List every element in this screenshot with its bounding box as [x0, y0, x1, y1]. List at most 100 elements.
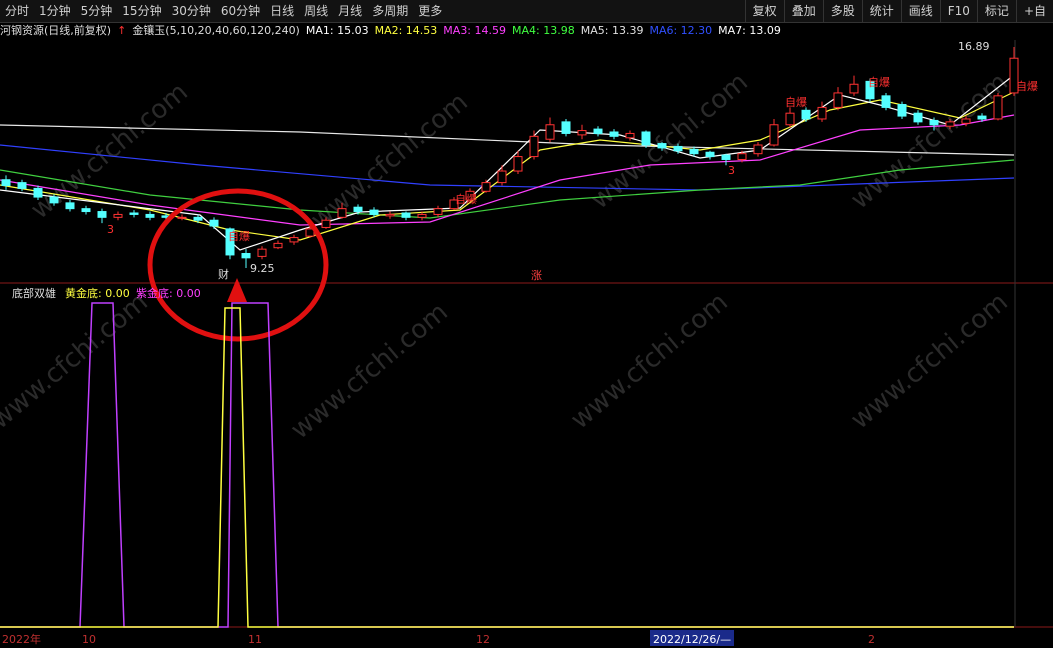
candle-body — [801, 109, 811, 120]
period-tab[interactable]: 更多 — [418, 4, 443, 18]
period-tab[interactable]: 15分钟 — [122, 4, 162, 18]
ma-line — [0, 91, 1015, 241]
candle-body — [225, 228, 235, 256]
x-tick-label: 12 — [476, 633, 490, 646]
candle-body — [881, 95, 891, 108]
candle-body — [737, 153, 747, 160]
candle-body — [353, 206, 363, 213]
watermark: www.cfchi.com — [0, 287, 154, 435]
candle-body — [945, 121, 955, 127]
candle-body — [705, 151, 715, 158]
period-tab[interactable]: 1分钟 — [39, 4, 71, 18]
tool-button[interactable]: 统计 — [861, 0, 901, 22]
tool-button[interactable]: F10 — [939, 0, 977, 22]
ma-label: MA1: 15.03 — [305, 24, 369, 37]
indicator-value: 黄金底: 0.00 — [65, 286, 130, 300]
candle-body — [513, 156, 523, 172]
candle-body — [929, 119, 939, 126]
candle-body — [177, 216, 187, 219]
highlight-arrow — [227, 278, 247, 302]
marker: 财 — [218, 267, 229, 281]
candle-body — [993, 95, 1003, 120]
highlight-circle — [147, 188, 329, 342]
candle-body — [145, 213, 155, 218]
period-tab[interactable]: 周线 — [304, 4, 329, 18]
ma-line — [0, 144, 1015, 191]
candle-body — [369, 209, 379, 215]
candle-body — [897, 104, 907, 117]
x-tick-label: 2 — [868, 633, 875, 646]
candle-body — [401, 212, 411, 218]
marker: 3 — [107, 223, 114, 236]
period-tab[interactable]: 月线 — [338, 4, 363, 18]
candle-body — [673, 145, 683, 152]
candle-body — [1, 179, 11, 187]
indicator-name: 金镶玉(5,10,20,40,60,120,240) — [132, 24, 300, 37]
candle-body — [545, 124, 555, 140]
x-axis: 2022年 10 11 12 2022/12/26/— 2 — [2, 630, 875, 646]
period-tab[interactable]: 多周期 — [372, 4, 409, 18]
ma-label: MA3: 14.59 — [443, 24, 507, 37]
candle-body — [529, 135, 539, 158]
candle-body — [785, 112, 795, 126]
ma-label: MA7: 13.09 — [718, 24, 781, 37]
candle-body — [65, 202, 75, 210]
period-tab[interactable]: 日线 — [270, 4, 295, 18]
purple-line — [0, 302, 1014, 628]
period-tab[interactable]: 30分钟 — [171, 4, 211, 18]
ma-label: MA5: 13.39 — [580, 24, 644, 37]
candle-body — [817, 106, 827, 120]
candle-body — [865, 80, 875, 100]
marker: 自爆 — [868, 75, 890, 89]
candle-body — [753, 144, 763, 155]
ma-label: MA4: 13.98 — [512, 24, 575, 37]
candle-body — [385, 213, 395, 217]
tool-button[interactable]: 复权 — [744, 0, 784, 22]
candle-body — [609, 131, 619, 137]
ma-line — [0, 124, 1015, 156]
candle-body — [561, 121, 571, 134]
candles — [1, 46, 1019, 268]
tool-button[interactable]: 画线 — [900, 0, 940, 22]
x-tick-label: 2022年 — [2, 632, 41, 646]
candle-body — [241, 252, 251, 259]
marker: 自爆 — [228, 229, 250, 243]
period-tab[interactable]: 60分钟 — [220, 4, 261, 18]
candle-body — [289, 237, 299, 243]
watermark: www.cfchi.com — [565, 287, 734, 435]
candle-body — [689, 148, 699, 155]
tool-button[interactable]: 叠加 — [783, 0, 823, 22]
candle-body — [193, 216, 203, 221]
candle-body — [49, 196, 59, 204]
tool-button[interactable]: 多股 — [822, 0, 862, 22]
chart-header: 河钢资源(日线,前复权) ↑ 金镶玉(5,10,20,40,60,120,240… — [0, 22, 781, 40]
candle-body — [1009, 57, 1019, 94]
ma-line — [0, 114, 1015, 226]
watermark: www.cfchi.com — [845, 287, 1014, 435]
watermark: www.cfchi.com — [285, 297, 454, 445]
candle-body — [433, 208, 443, 215]
candle-body — [81, 208, 91, 213]
candle-body — [337, 208, 347, 218]
period-tab[interactable]: 5分钟 — [80, 4, 113, 18]
x-tick-label: 2022/12/26/— — [653, 633, 731, 646]
marker: 自爆 — [455, 192, 477, 206]
candle-body — [961, 118, 971, 124]
lower-lines — [0, 302, 1014, 628]
candle-body — [833, 92, 843, 108]
tool-button[interactable]: 标记 — [976, 0, 1016, 22]
toolbar: 分时 1分钟 5分钟 15分钟 30分钟 60分钟 日线 周线 月线 多周期 更多 复权 叠加 多股 统计… — [0, 0, 1053, 23]
candle-body — [97, 211, 107, 218]
period-tabs: 分时 1分钟 5分钟 15分钟 30分钟 60分钟 日线 周线 月线 多周期 更多 — [0, 0, 447, 22]
candle-body — [465, 190, 475, 201]
stock-name: 河钢资源(日线,前复权) — [0, 24, 112, 37]
candle-body — [17, 182, 27, 189]
tool-button[interactable]: +自 — [1015, 0, 1053, 22]
candle-body — [721, 154, 731, 160]
candle-body — [321, 219, 331, 228]
candle-body — [641, 131, 651, 146]
candle-body — [129, 212, 139, 215]
indicator-value: 紫金底: 0.00 — [136, 286, 201, 300]
period-tab[interactable]: 分时 — [5, 4, 30, 18]
